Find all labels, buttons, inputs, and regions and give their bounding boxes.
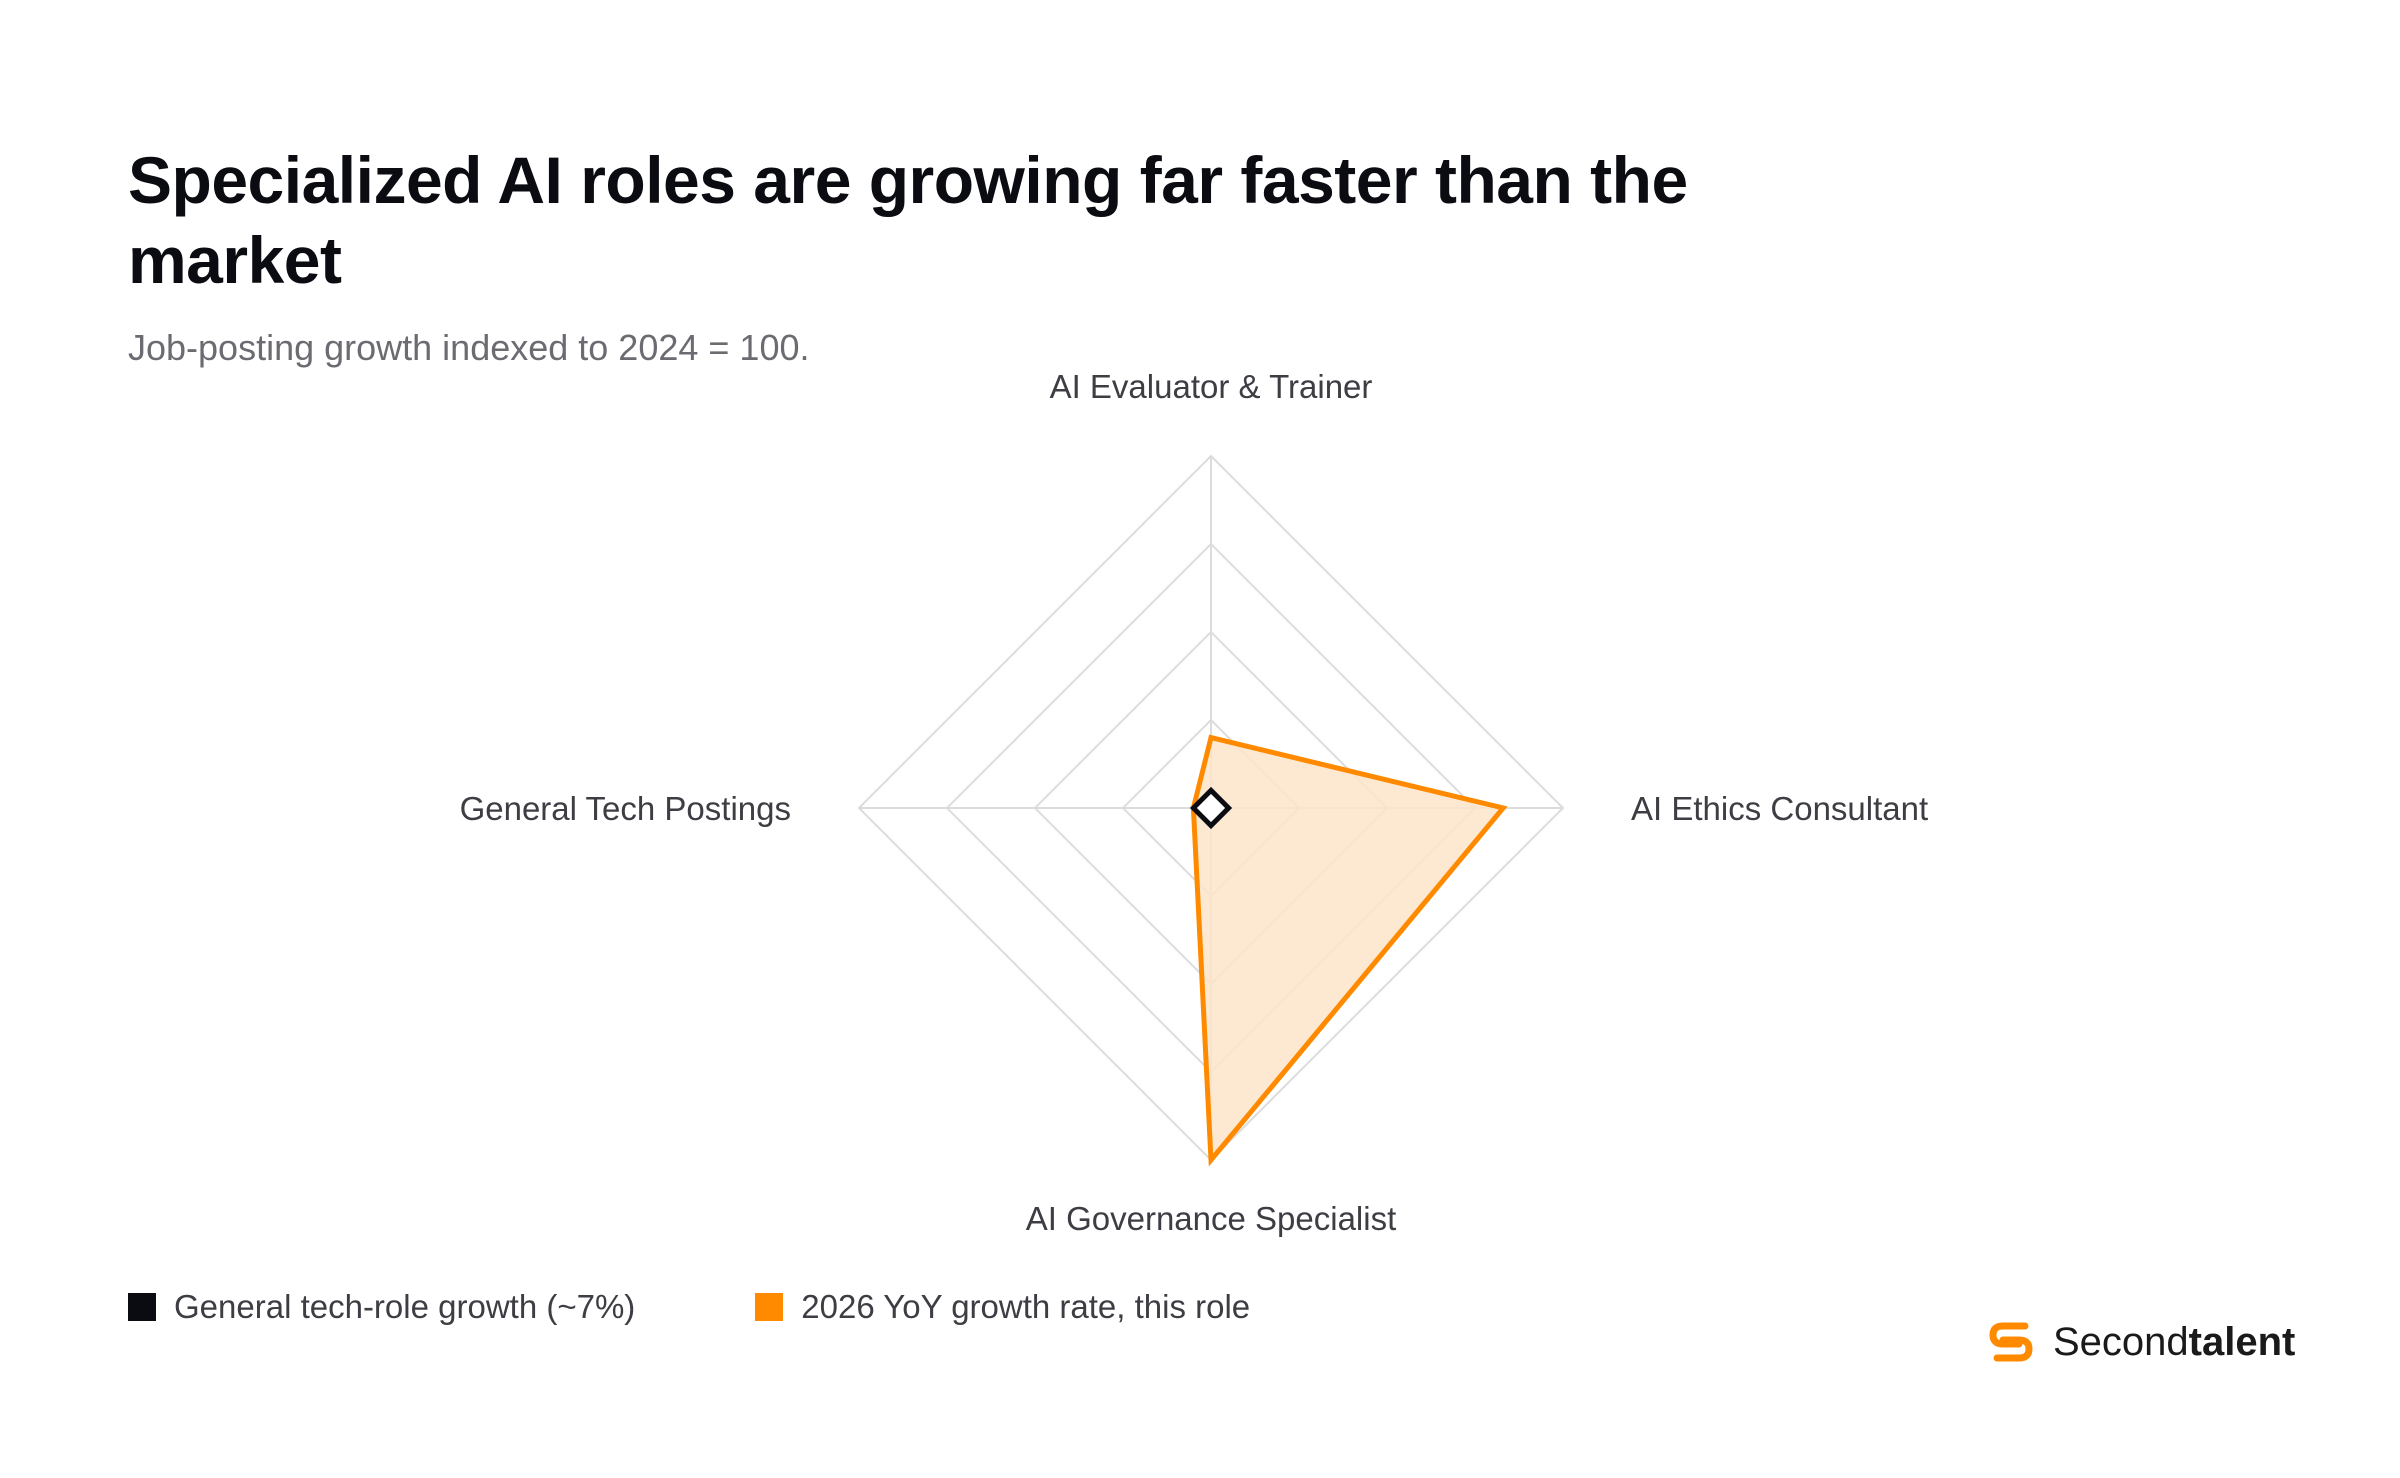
series-role-point-0[interactable] bbox=[1209, 735, 1213, 740]
brand-logo: Second talent bbox=[1985, 1316, 2295, 1368]
legend-swatch-role bbox=[755, 1293, 784, 1321]
series-role-growth[interactable] bbox=[1190, 734, 1508, 1167]
axis-label-general: General Tech Postings bbox=[460, 790, 791, 827]
radar-series bbox=[1189, 734, 1508, 1167]
legend-label-role: 2026 YoY growth rate, this role bbox=[801, 1288, 1251, 1325]
secondtalent-logo-icon bbox=[1989, 1322, 2033, 1362]
brand-name-bold: talent bbox=[2188, 1319, 2296, 1364]
axis-label-governance: AI Governance Specialist bbox=[1026, 1200, 1397, 1237]
series-role-point-1[interactable] bbox=[1501, 806, 1506, 810]
legend: General tech-role growth (~7%) 2026 YoY … bbox=[128, 1288, 1370, 1326]
series-role-point-2[interactable] bbox=[1209, 1158, 1213, 1162]
legend-item-general[interactable]: General tech-role growth (~7%) bbox=[128, 1288, 635, 1326]
axis-label-ethics: AI Ethics Consultant bbox=[1631, 790, 1928, 827]
series-general-growth[interactable] bbox=[1189, 786, 1233, 830]
chart-subtitle: Job-posting growth indexed to 2024 = 100… bbox=[128, 327, 810, 368]
chart-title: Specialized AI roles are growing far fas… bbox=[128, 143, 1688, 297]
brand-name-regular: Second bbox=[2053, 1319, 2189, 1364]
legend-item-role[interactable]: 2026 YoY growth rate, this role bbox=[755, 1288, 1250, 1326]
legend-swatch-general bbox=[128, 1293, 156, 1321]
axis-label-evaluator: AI Evaluator & Trainer bbox=[1050, 368, 1373, 405]
radar-axis-labels: AI Evaluator & Trainer AI Ethics Consulta… bbox=[460, 368, 1929, 1237]
legend-label-general: General tech-role growth (~7%) bbox=[174, 1288, 636, 1325]
